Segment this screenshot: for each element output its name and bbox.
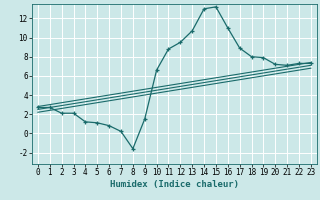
X-axis label: Humidex (Indice chaleur): Humidex (Indice chaleur): [110, 180, 239, 189]
